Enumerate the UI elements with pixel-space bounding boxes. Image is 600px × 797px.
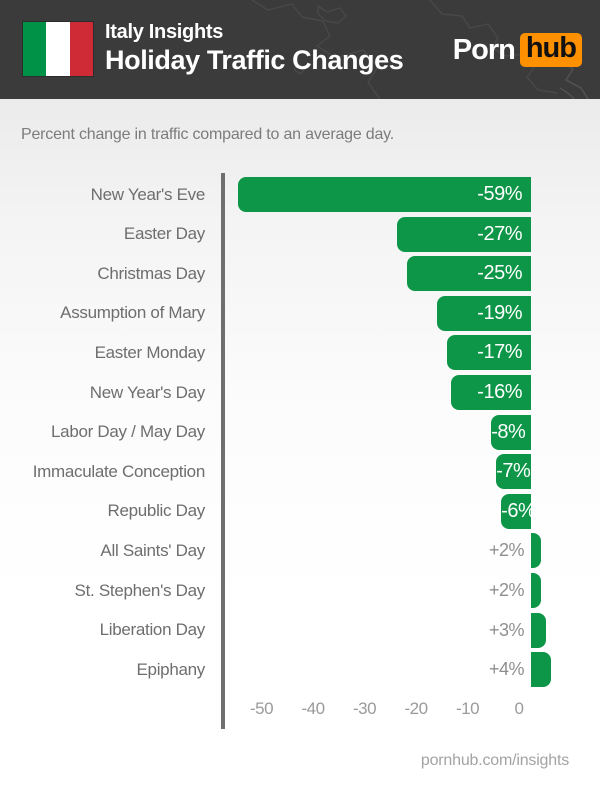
bar xyxy=(531,652,551,688)
flag-stripe-green xyxy=(23,22,47,76)
bar-value-label: -59% xyxy=(477,183,522,205)
bar-value-label: +4% xyxy=(488,659,525,680)
bar-value-label: +3% xyxy=(488,619,525,640)
chart-row: New Year's Day -16% xyxy=(0,375,600,410)
bar: -27% xyxy=(396,216,531,252)
chart-row: Assumption of Mary -19% xyxy=(0,295,600,331)
bar-value-label: +2% xyxy=(488,580,525,600)
bar-value-label: +2% xyxy=(488,540,525,561)
bar: -25% xyxy=(406,256,531,292)
logo-text-porn: Porn xyxy=(452,33,516,66)
chart-row: Easter Monday -17% xyxy=(0,335,600,371)
bar-value-label: -8% xyxy=(491,420,526,443)
y-axis-line xyxy=(221,173,225,729)
category-label: Liberation Day xyxy=(99,620,206,640)
category-label: St. Stephen's Day xyxy=(74,580,206,600)
tick-label: -50 xyxy=(249,699,274,718)
chart-row: Liberation Day +3% xyxy=(0,612,600,648)
bar-chart: New Year's Eve -59% Easter Day -27% Christma… xyxy=(0,99,600,797)
category-label: All Saints' Day xyxy=(100,540,205,560)
category-label: Easter Monday xyxy=(94,342,206,362)
chart-row: Epiphany +4% xyxy=(0,652,600,688)
bar xyxy=(531,612,546,648)
page-title: Holiday Traffic Changes xyxy=(105,45,404,75)
bar-value-label: -16% xyxy=(477,381,522,403)
category-label: Easter Day xyxy=(123,224,205,244)
chart-row: St. Stephen's Day +2% xyxy=(0,573,600,608)
bar-value-label: -17% xyxy=(477,341,522,364)
chart-row: Immaculate Conception -7% xyxy=(0,454,600,490)
bar: -6% xyxy=(501,493,536,529)
bar-value-label: -6% xyxy=(501,499,536,522)
bar: -8% xyxy=(491,414,531,450)
bar xyxy=(531,533,541,569)
tick-label: -40 xyxy=(301,699,325,718)
chart-panel: Percent change in traffic compared to an… xyxy=(0,99,600,797)
tick-label: -20 xyxy=(404,699,428,718)
chart-row: Easter Day -27% xyxy=(0,216,600,252)
header: Italy Insights Holiday Traffic Changes P… xyxy=(0,0,600,99)
bar: -19% xyxy=(436,295,531,331)
category-label: Christmas Day xyxy=(97,263,205,283)
flag-stripe-red xyxy=(69,22,93,76)
chart-description: Percent change in traffic compared to an… xyxy=(21,126,395,143)
chart-row: New Year's Eve -59% xyxy=(0,177,600,212)
category-label: Immaculate Conception xyxy=(32,461,206,481)
italy-flag-icon xyxy=(23,22,93,76)
chart-row: All Saints' Day +2% xyxy=(0,533,600,569)
flag-stripe-white xyxy=(46,22,70,76)
bar-value-label: -25% xyxy=(477,262,522,285)
tick-label: -30 xyxy=(352,699,377,718)
bar: -16% xyxy=(451,375,531,410)
bar: -7% xyxy=(496,454,531,490)
category-label: Labor Day / May Day xyxy=(51,422,205,442)
footer-link: pornhub.com/insights xyxy=(420,752,569,769)
bar xyxy=(531,573,541,608)
tick-label: -10 xyxy=(455,699,480,718)
bar: -17% xyxy=(446,335,531,371)
chart-row: Christmas Day -25% xyxy=(0,256,600,292)
header-titles: Italy Insights Holiday Traffic Changes xyxy=(105,20,404,76)
category-label: New Year's Day xyxy=(89,382,206,402)
tick-label: 0 xyxy=(514,699,524,718)
category-label: New Year's Eve xyxy=(90,184,206,204)
bar-value-label: -19% xyxy=(477,301,522,324)
bar-value-label: -7% xyxy=(496,460,531,483)
logo-text-hub: hub xyxy=(519,33,582,67)
category-label: Assumption of Mary xyxy=(60,303,205,323)
bar-value-label: -27% xyxy=(477,222,522,245)
chart-row: Republic Day -6% xyxy=(0,493,600,529)
bar: -59% xyxy=(237,177,531,212)
category-label: Republic Day xyxy=(107,501,205,521)
chart-row: Labor Day / May Day -8% xyxy=(0,414,600,450)
category-label: Epiphany xyxy=(136,659,206,679)
header-subtitle: Italy Insights xyxy=(105,21,224,43)
pornhub-logo: Porn hub xyxy=(453,33,582,67)
